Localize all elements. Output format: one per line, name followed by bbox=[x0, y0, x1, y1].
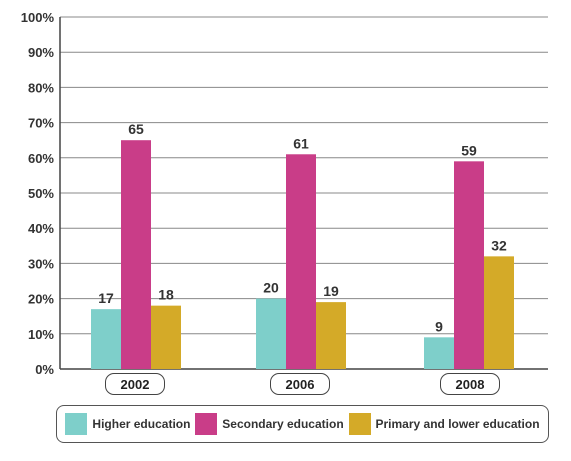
category-label-2002: 2002 bbox=[105, 373, 165, 395]
y-tick-label: 20% bbox=[28, 292, 54, 307]
legend-label: Higher education bbox=[92, 417, 191, 431]
data-label: 61 bbox=[293, 135, 309, 151]
y-tick-label: 100% bbox=[21, 10, 55, 25]
data-label: 59 bbox=[461, 142, 477, 158]
data-label: 17 bbox=[98, 290, 114, 306]
legend-item-secondary-education: Secondary education bbox=[195, 413, 344, 435]
category-label-2008: 2008 bbox=[440, 373, 500, 395]
data-label: 65 bbox=[128, 121, 144, 137]
y-tick-label: 0% bbox=[35, 362, 54, 377]
bar bbox=[484, 256, 514, 369]
bar bbox=[151, 305, 181, 369]
bar bbox=[286, 154, 316, 369]
legend-label: Primary and lower education bbox=[375, 417, 540, 431]
data-label: 20 bbox=[263, 280, 279, 296]
y-tick-label: 30% bbox=[28, 256, 54, 271]
bar bbox=[316, 302, 346, 369]
y-tick-label: 90% bbox=[28, 45, 54, 60]
y-axis-ticks: 0% 10% 20% 30% 40% 50% 60% 70% 80% 90% 100% bbox=[21, 10, 55, 377]
bar-chart: 0% 10% 20% 30% 40% 50% 60% 70% 80% 90% 100% 17 65 18… bbox=[21, 10, 548, 377]
bar bbox=[121, 140, 151, 369]
legend-swatch bbox=[348, 413, 371, 435]
y-tick-label: 50% bbox=[28, 186, 54, 201]
data-label: 18 bbox=[158, 287, 174, 303]
data-labels: 17 65 18 20 61 19 9 59 32 bbox=[98, 121, 507, 334]
legend-label: Secondary education bbox=[222, 417, 344, 431]
y-tick-label: 80% bbox=[28, 80, 54, 95]
y-tick-label: 40% bbox=[28, 221, 54, 236]
legend-item-primary-and-lower-education: Primary and lower education bbox=[348, 413, 540, 435]
bar bbox=[91, 309, 121, 369]
bar bbox=[424, 337, 454, 369]
data-label: 32 bbox=[491, 237, 507, 253]
y-tick-label: 10% bbox=[28, 327, 54, 342]
legend-swatch bbox=[195, 413, 218, 435]
y-tick-label: 60% bbox=[28, 151, 54, 166]
data-label: 19 bbox=[323, 283, 339, 299]
y-tick-label: 70% bbox=[28, 116, 54, 131]
category-label-2006: 2006 bbox=[270, 373, 330, 395]
data-label: 9 bbox=[435, 318, 443, 334]
bar bbox=[256, 298, 286, 369]
legend-swatch bbox=[65, 413, 88, 435]
bars bbox=[91, 140, 514, 369]
legend: Higher education Secondary education Pri… bbox=[56, 405, 549, 443]
bar bbox=[454, 161, 484, 369]
legend-item-higher-education: Higher education bbox=[65, 413, 190, 435]
